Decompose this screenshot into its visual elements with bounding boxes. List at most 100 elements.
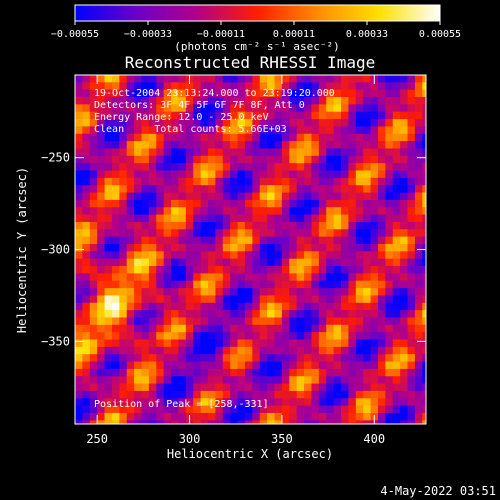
- heatmap-cell: [237, 324, 246, 333]
- heatmap-cell: [267, 148, 276, 157]
- heatmap-cell: [230, 104, 239, 113]
- heatmap-cell: [407, 332, 416, 341]
- heatmap-cell: [134, 405, 143, 414]
- heatmap-cell: [274, 405, 283, 414]
- heatmap-cell: [407, 133, 416, 142]
- heatmap-cell: [200, 163, 209, 172]
- heatmap-cell: [141, 148, 150, 157]
- heatmap-cell: [355, 214, 364, 223]
- heatmap-cell: [341, 317, 350, 326]
- heatmap-cell: [222, 111, 231, 120]
- heatmap-cell: [370, 119, 379, 128]
- heatmap-cell: [304, 141, 313, 150]
- heatmap-cell: [407, 192, 416, 201]
- heatmap-cell: [237, 111, 246, 120]
- heatmap-cell: [377, 420, 386, 424]
- heatmap-cell: [341, 185, 350, 194]
- heatmap-cell: [178, 251, 187, 260]
- heatmap-cell: [281, 148, 290, 157]
- heatmap-cell: [111, 354, 120, 363]
- heatmap-cell: [156, 141, 165, 150]
- heatmap-cell: [407, 383, 416, 392]
- heatmap-cell: [156, 346, 165, 355]
- heatmap-cell: [355, 207, 364, 216]
- heatmap-cell: [193, 119, 202, 128]
- heatmap-cell: [355, 185, 364, 194]
- heatmap-cell: [141, 214, 150, 223]
- heatmap-cell: [237, 368, 246, 377]
- heatmap-cell: [244, 346, 253, 355]
- heatmap-cell: [75, 229, 83, 238]
- heatmap-cell: [296, 148, 305, 157]
- heatmap-cell: [119, 104, 128, 113]
- heatmap-cell: [230, 148, 239, 157]
- heatmap-cell: [163, 104, 172, 113]
- heatmap-cell: [222, 82, 231, 91]
- heatmap-cell: [237, 251, 246, 260]
- heatmap-cell: [355, 383, 364, 392]
- heatmap-cell: [178, 405, 187, 414]
- heatmap-cell: [148, 221, 157, 230]
- heatmap-cell: [119, 339, 128, 348]
- heatmap-cell: [215, 295, 224, 304]
- heatmap-cell: [230, 266, 239, 274]
- heatmap-cell: [208, 251, 216, 260]
- heatmap-cell: [267, 221, 276, 230]
- heatmap-cell: [274, 398, 283, 407]
- heatmap-cell: [75, 302, 83, 311]
- colorbar-tick-label: −0.00011: [197, 29, 245, 40]
- heatmap-cell: [119, 126, 128, 135]
- heatmap-cell: [400, 288, 409, 297]
- heatmap-cell: [289, 420, 298, 424]
- colorbar-tick-label: −0.00033: [124, 29, 172, 40]
- heatmap-cell: [326, 376, 335, 385]
- heatmap-cell: [252, 133, 261, 142]
- heatmap-cell: [148, 420, 157, 424]
- heatmap-cell: [185, 310, 194, 319]
- heatmap-cell: [148, 295, 157, 304]
- heatmap-cell: [193, 199, 202, 208]
- heatmap-cell: [185, 295, 194, 304]
- heatmap-cell: [148, 317, 157, 326]
- heatmap-cell: [281, 324, 290, 333]
- heatmap-cell: [407, 207, 416, 216]
- heatmap-cell: [252, 368, 261, 377]
- heatmap-cell: [200, 273, 209, 282]
- heatmap-cell: [377, 368, 386, 377]
- heatmap-cell: [252, 398, 261, 407]
- heatmap-cell: [311, 229, 320, 238]
- heatmap-cell: [185, 273, 194, 282]
- heatmap-cell: [222, 221, 231, 230]
- heatmap-cell: [281, 89, 290, 98]
- heatmap-cell: [311, 302, 320, 311]
- heatmap-cell: [148, 170, 157, 179]
- heatmap-cell: [267, 133, 276, 142]
- heatmap-cell: [75, 243, 83, 252]
- heatmap-cell: [363, 236, 372, 245]
- heatmap-cell: [89, 221, 98, 230]
- heatmap-cell: [370, 177, 379, 186]
- heatmap-cell: [119, 199, 128, 208]
- heatmap-cell: [163, 221, 172, 230]
- heatmap-cell: [163, 361, 172, 370]
- heatmap-cell: [400, 177, 409, 186]
- heatmap-cell: [304, 354, 313, 363]
- heatmap-cell: [148, 324, 157, 333]
- heatmap-cell: [193, 236, 202, 245]
- heatmap-cell: [252, 221, 261, 230]
- heatmap-cell: [134, 214, 143, 223]
- heatmap-cell: [326, 383, 335, 392]
- heatmap-cell: [111, 266, 120, 274]
- heatmap-cell: [363, 346, 372, 355]
- heatmap-cell: [341, 221, 350, 230]
- heatmap-cell: [259, 251, 268, 260]
- heatmap-cell: [89, 258, 98, 267]
- heatmap-cell: [185, 354, 194, 363]
- heatmap-cell: [363, 148, 372, 157]
- heatmap-cell: [193, 148, 202, 157]
- heatmap-cell: [311, 163, 320, 172]
- heatmap-cell: [230, 376, 239, 385]
- heatmap-cell: [178, 97, 187, 105]
- heatmap-cell: [252, 229, 261, 238]
- heatmap-cell: [267, 405, 276, 414]
